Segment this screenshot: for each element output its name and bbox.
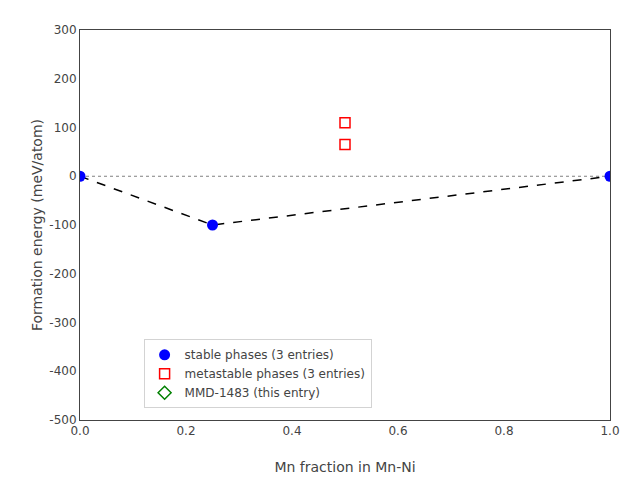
- svg-text:0.2: 0.2: [176, 424, 195, 438]
- svg-text:0.8: 0.8: [494, 424, 513, 438]
- svg-text:100: 100: [54, 121, 77, 135]
- svg-text:-400: -400: [49, 364, 76, 378]
- svg-text:0: 0: [69, 169, 77, 183]
- svg-text:-100: -100: [49, 218, 76, 232]
- svg-text:-200: -200: [49, 267, 76, 281]
- svg-text:-500: -500: [49, 413, 76, 427]
- svg-text:-300: -300: [49, 316, 76, 330]
- svg-text:200: 200: [54, 72, 77, 86]
- svg-text:1.0: 1.0: [600, 424, 619, 438]
- svg-text:0.6: 0.6: [388, 424, 407, 438]
- svg-text:Mn fraction in Mn-Ni: Mn fraction in Mn-Ni: [274, 459, 415, 475]
- svg-text:Formation energy (meV/atom): Formation energy (meV/atom): [29, 119, 45, 331]
- svg-text:MMD-1483 (this entry): MMD-1483 (this entry): [185, 386, 320, 400]
- svg-text:300: 300: [54, 23, 77, 37]
- svg-text:0.4: 0.4: [282, 424, 301, 438]
- svg-text:stable phases (3 entries): stable phases (3 entries): [185, 348, 334, 362]
- svg-text:metastable phases (3 entries): metastable phases (3 entries): [185, 367, 365, 381]
- svg-text:0.0: 0.0: [70, 424, 89, 438]
